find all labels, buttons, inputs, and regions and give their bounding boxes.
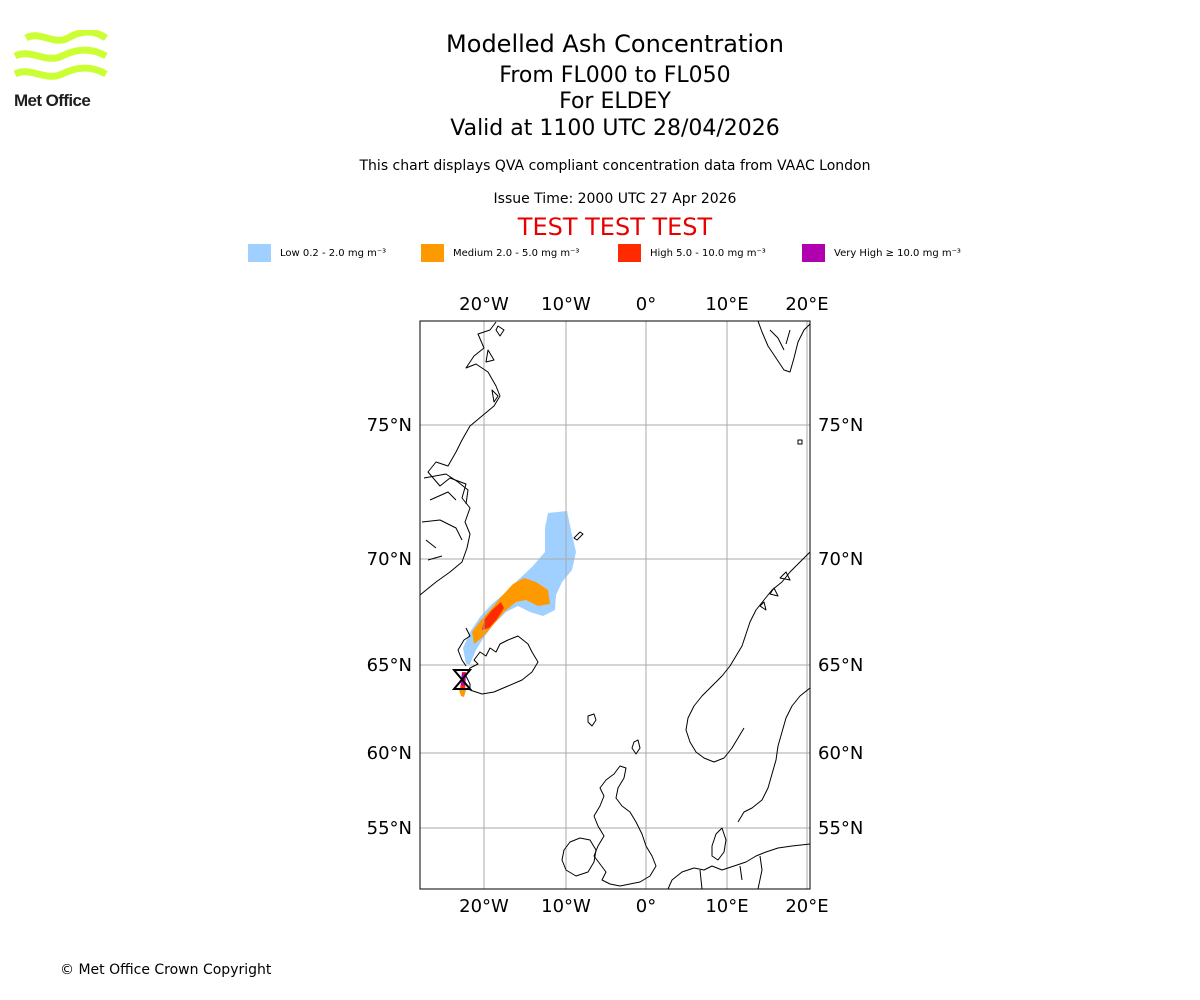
legend-item-very-high: Very High ≥ 10.0 mg m⁻³: [802, 244, 961, 262]
legend-swatch-high: [618, 244, 641, 262]
legend-item-low: Low 0.2 - 2.0 mg m⁻³: [248, 244, 386, 262]
lon-label-bottom-20w: 20°W: [459, 896, 509, 917]
met-office-logo-text: Met Office: [14, 91, 91, 110]
bear-island: [797, 439, 803, 445]
lat-label-right-65n: 65°N: [818, 655, 863, 676]
ash-near-source-medium: [459, 690, 466, 697]
faroe-islands: [587, 713, 597, 727]
volcano-name: For ELDEY: [559, 89, 671, 114]
iceland-west-coast: [457, 627, 471, 667]
lat-label-left-55n: 55°N: [367, 818, 412, 839]
norway-coastline: [685, 551, 810, 763]
lon-label-bottom-20e: 20°E: [785, 896, 828, 917]
legend-swatch-low: [248, 244, 271, 262]
lat-label-left-65n: 65°N: [367, 655, 412, 676]
denmark-coastline: [711, 827, 727, 861]
continental-coastline: [667, 843, 810, 889]
legend-label-low: Low 0.2 - 2.0 mg m⁻³: [280, 247, 387, 259]
issue-time: Issue Time: 2000 UTC 27 Apr 2026: [493, 191, 737, 207]
lon-label-top-0: 0°: [636, 294, 656, 315]
legend-item-high: High 5.0 - 10.0 mg m⁻³: [618, 244, 766, 262]
legend-label-medium: Medium 2.0 - 5.0 mg m⁻³: [453, 247, 580, 259]
lat-label-right-75n: 75°N: [818, 415, 863, 436]
jan-mayen-island: [573, 531, 584, 541]
svalbard-fjords: [769, 329, 791, 351]
met-office-logo-icon: [14, 30, 108, 80]
iceland-coastline: [465, 635, 539, 695]
greenland-coastline: [420, 321, 501, 596]
continent-inland-border: [699, 855, 763, 889]
lat-label-right-55n: 55°N: [818, 818, 863, 839]
lon-label-top-20w: 20°W: [459, 294, 509, 315]
lon-label-top-10e: 10°E: [705, 294, 748, 315]
lon-label-bottom-10e: 10°E: [705, 896, 748, 917]
ireland-coastline: [561, 837, 597, 877]
greenland-islands: [485, 325, 505, 403]
lon-label-top-20e: 20°E: [785, 294, 828, 315]
lat-label-right-60n: 60°N: [818, 743, 863, 764]
sweden-coastline: [737, 687, 810, 823]
flight-level-range: From FL000 to FL050: [499, 63, 731, 88]
lat-label-left-75n: 75°N: [367, 415, 412, 436]
test-banner: TEST TEST TEST: [517, 213, 713, 241]
legend-label-high: High 5.0 - 10.0 mg m⁻³: [650, 247, 766, 259]
legend-label-very-high: Very High ≥ 10.0 mg m⁻³: [834, 247, 961, 259]
lon-label-bottom-10w: 10°W: [541, 896, 591, 917]
ash-high-region: [482, 602, 504, 630]
lon-label-top-10w: 10°W: [541, 294, 591, 315]
shetland-islands: [631, 739, 641, 755]
chart-title: Modelled Ash Concentration: [446, 30, 784, 58]
greenland-fjords: [421, 473, 469, 561]
ash-medium-region: [472, 578, 550, 644]
copyright-notice: © Met Office Crown Copyright: [60, 962, 272, 978]
lat-label-left-60n: 60°N: [367, 743, 412, 764]
valid-time: Valid at 1100 UTC 28/04/2026: [450, 116, 780, 141]
lat-label-left-70n: 70°N: [367, 549, 412, 570]
svalbard-coastline: [757, 321, 810, 373]
legend-item-medium: Medium 2.0 - 5.0 mg m⁻³: [421, 244, 579, 262]
volcano-marker-icon: [451, 669, 473, 690]
legend-swatch-medium: [421, 244, 444, 262]
map-frame: [419, 320, 811, 890]
lat-label-right-70n: 70°N: [818, 549, 863, 570]
norway-islands: [759, 571, 791, 611]
legend-swatch-very-high: [802, 244, 825, 262]
lon-label-bottom-0: 0°: [636, 896, 656, 917]
great-britain-coastline: [593, 765, 657, 887]
chart-description: This chart displays QVA compliant concen…: [359, 158, 871, 174]
map-graticule: [420, 321, 810, 889]
